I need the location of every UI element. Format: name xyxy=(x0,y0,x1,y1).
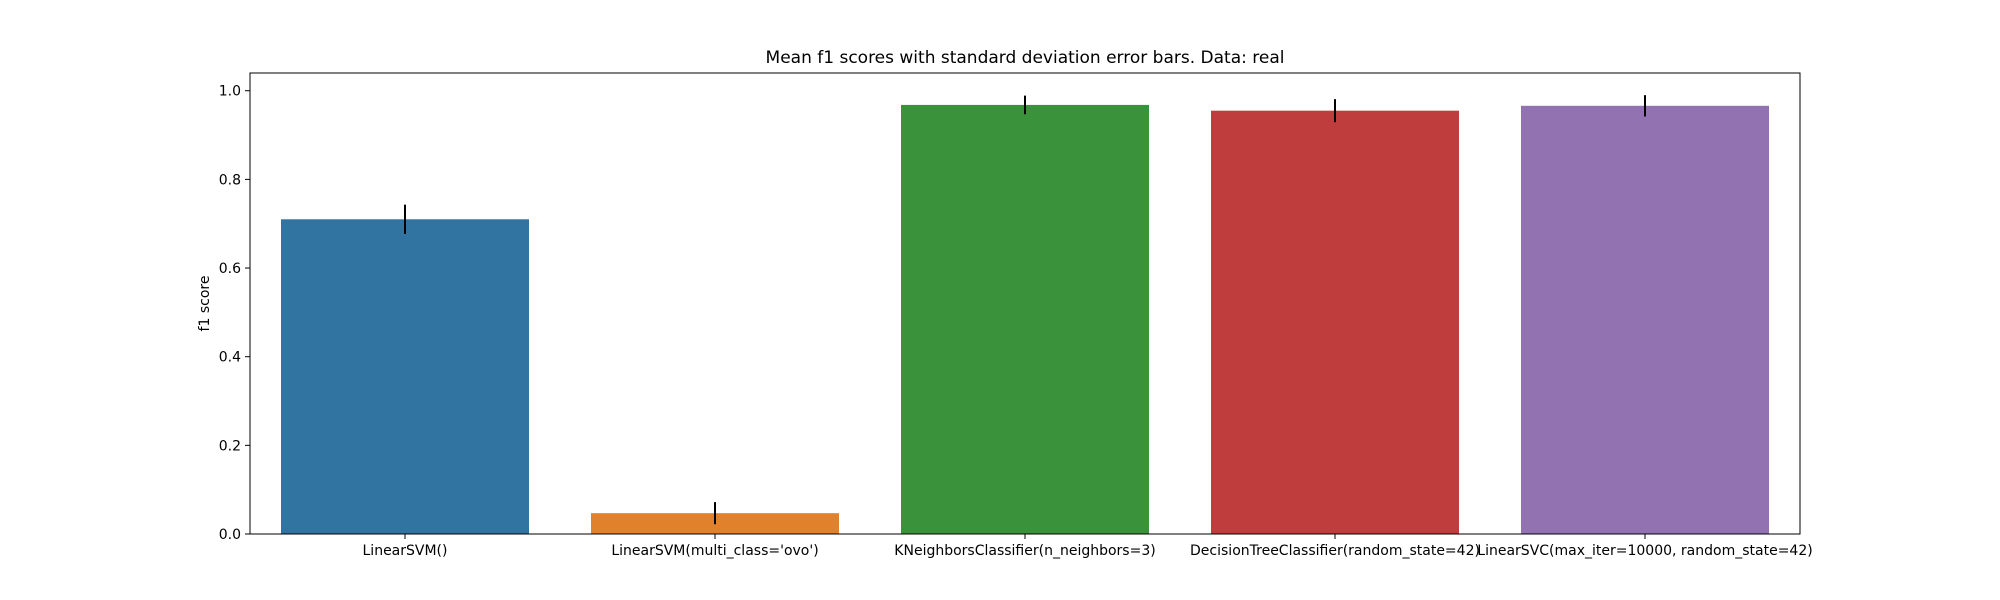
bar xyxy=(1521,105,1769,534)
x-tick-label: LinearSVC(max_iter=10000, random_state=4… xyxy=(1477,543,1812,559)
bar xyxy=(1211,110,1459,534)
bar xyxy=(281,219,529,534)
error-bars-layer xyxy=(404,95,1646,525)
y-tick-label: 0.0 xyxy=(219,527,241,543)
y-axis: 0.0 0.2 0.4 0.6 0.8 1.0 xyxy=(219,84,250,543)
x-tick-label: LinearSVM(multi_class='ovo') xyxy=(611,543,818,559)
x-tick-label: LinearSVM() xyxy=(363,543,448,559)
chart-title: Mean f1 scores with standard deviation e… xyxy=(766,48,1285,68)
x-axis: LinearSVM() LinearSVM(multi_class='ovo') K… xyxy=(363,534,1813,559)
bar xyxy=(901,104,1149,535)
x-tick-label: KNeighborsClassifier(n_neighbors=3) xyxy=(894,543,1155,559)
bars-layer xyxy=(281,104,1769,535)
plot-area-frame xyxy=(249,72,1801,535)
y-tick-label: 0.6 xyxy=(219,261,241,277)
y-axis-label: f1 score xyxy=(197,276,213,332)
y-tick-label: 0.4 xyxy=(219,350,241,366)
y-tick-label: 0.8 xyxy=(219,172,241,188)
y-tick-label: 0.2 xyxy=(219,438,241,454)
y-tick-label: 1.0 xyxy=(219,84,241,100)
x-tick-label: DecisionTreeClassifier(random_state=42) xyxy=(1190,543,1480,559)
